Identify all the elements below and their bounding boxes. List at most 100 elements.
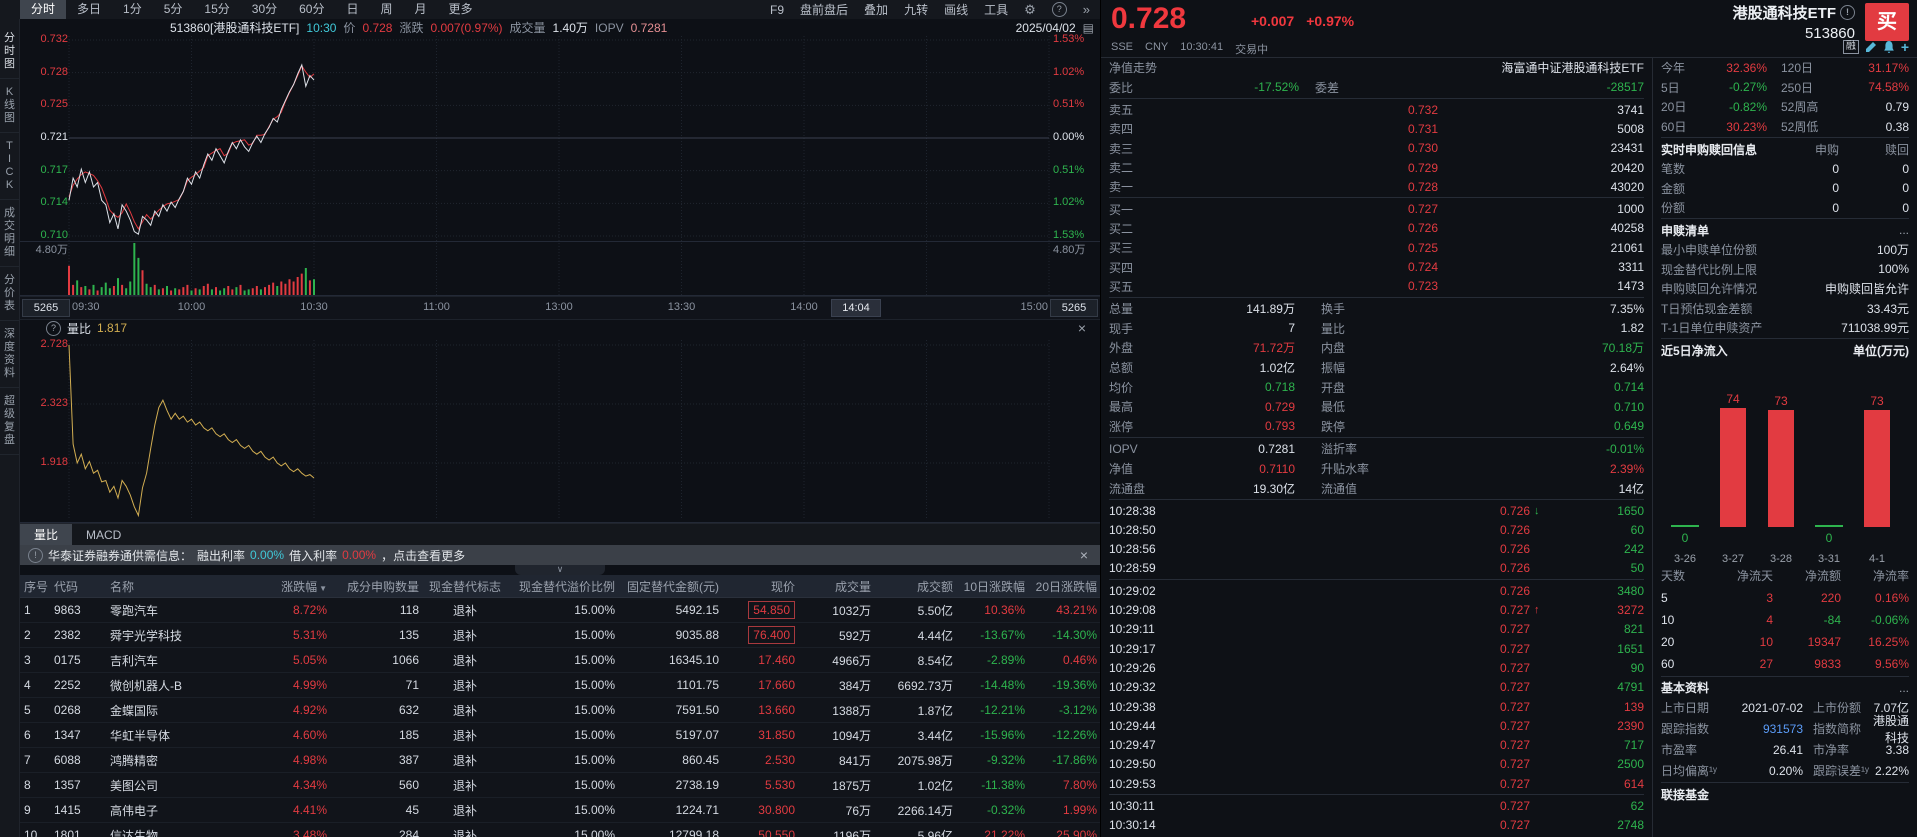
table-row[interactable]: 5 0268 金蝶国际 4.92% 632 退补 15.00% 7591.50 13.660 13… — [20, 698, 1100, 723]
column-header[interactable]: 序号 — [24, 579, 49, 594]
ask-row[interactable]: 卖三 0.730 23431 — [1109, 139, 1644, 158]
table-cell: 30.800 — [758, 803, 795, 817]
chart-time: 10:30 — [306, 20, 337, 35]
table-cell: 10.36% — [984, 603, 1025, 617]
buy-button[interactable]: 买 — [1865, 3, 1909, 41]
ask-row[interactable]: 卖五 0.732 3741 — [1109, 100, 1644, 119]
bid-row[interactable]: 买三 0.725 21061 — [1109, 238, 1644, 257]
notice-more-link[interactable]: ，点击查看更多 — [381, 548, 466, 563]
table-cell: 退补 — [452, 603, 477, 618]
sidebar-item-7[interactable]: 超级复盘 — [0, 388, 19, 455]
period-tab[interactable]: 60分 — [299, 2, 325, 16]
flows-row: 5 3 220 0.16% — [1661, 587, 1909, 609]
stat-value: 141.89万 — [1246, 302, 1295, 317]
indicator-tab[interactable]: MACD — [86, 528, 122, 542]
column-header[interactable]: 20日涨跌幅 — [1035, 579, 1097, 594]
sidebar-item-1[interactable]: 分时图 — [0, 25, 19, 79]
period-tab[interactable]: 周 — [380, 2, 393, 16]
table-row[interactable]: 10 1801 信达生物 3.48% 284 退补 15.00% 12799.18 50.550… — [20, 823, 1100, 837]
table-cell: 4.41% — [292, 803, 327, 817]
bid-row[interactable]: 买五 0.723 1473 — [1109, 277, 1644, 296]
table-row[interactable]: 7 6088 鸿腾精密 4.98% 387 退补 15.00% 860.45 2.530 841万… — [20, 748, 1100, 773]
sidebar-item-5[interactable]: 分价表 — [0, 267, 19, 321]
indicator-chart[interactable] — [20, 318, 1100, 523]
table-cell: 1388万 — [832, 703, 871, 718]
table-row[interactable]: 3 0175 吉利汽车 5.05% 1066 退补 15.00% 16345.10 17.460… — [20, 648, 1100, 673]
toolbar-item[interactable]: F9 — [770, 2, 785, 17]
sidebar-item-6[interactable]: 深度资料 — [0, 321, 19, 388]
column-header[interactable]: 涨跌幅 ▼ — [281, 579, 327, 594]
ask-row[interactable]: 卖四 0.731 5008 — [1109, 119, 1644, 138]
ask-row[interactable]: 卖一 0.728 43020 — [1109, 177, 1644, 196]
help-icon[interactable]: ? — [1051, 2, 1067, 17]
period-tab[interactable]: 30分 — [251, 2, 278, 16]
toolbar-item[interactable]: 九转 — [904, 3, 929, 17]
table-cell: 592万 — [838, 628, 871, 643]
close-icon[interactable]: × — [1079, 547, 1088, 563]
settings-gear-icon[interactable]: ⚙ — [1024, 1, 1036, 17]
close-icon[interactable]: × — [1077, 320, 1086, 336]
period-tab[interactable]: 多日 — [77, 2, 102, 16]
column-header[interactable]: 10日涨跌幅 — [963, 579, 1025, 594]
sidebar-item-4[interactable]: 成交明细 — [0, 200, 19, 267]
table-row[interactable]: 9 1415 高伟电子 4.41% 45 退补 15.00% 1224.71 30.800 76万… — [20, 798, 1100, 823]
edit-icon[interactable] — [1865, 41, 1877, 53]
period-tab[interactable]: 更多 — [448, 2, 473, 16]
table-row[interactable]: 2 2382 舜宇光学科技 5.31% 135 退补 15.00% 9035.88 76.400… — [20, 623, 1100, 648]
table-row[interactable]: 4 2252 微创机器人-B 4.99% 71 退补 15.00% 1101.75 17.660… — [20, 673, 1100, 698]
flows-net-amount: -84 — [1823, 612, 1841, 627]
toolbar-item[interactable]: 画线 — [944, 3, 969, 17]
more-icon[interactable]: ... — [1898, 223, 1909, 238]
column-header[interactable]: 成交量 — [834, 579, 871, 594]
bid-row[interactable]: 买二 0.726 40258 — [1109, 219, 1644, 238]
period-tab[interactable]: 日 — [346, 2, 359, 16]
tick-price: 0.726 — [1499, 503, 1530, 518]
table-cell: -3.12% — [1058, 703, 1097, 717]
more-icon[interactable]: ... — [1898, 680, 1909, 695]
period-tab[interactable]: 15分 — [204, 2, 230, 16]
toolbar-item[interactable]: 盘前盘后 — [800, 3, 849, 17]
table-row[interactable]: 1 9863 零跑汽车 8.72% 118 退补 15.00% 5492.15 54.850 10… — [20, 598, 1100, 623]
bid-row[interactable]: 买一 0.727 1000 — [1109, 199, 1644, 218]
security-code: 513860 — [1804, 25, 1855, 42]
help-icon[interactable]: ? — [46, 320, 61, 336]
tick-price: 0.727 — [1499, 660, 1530, 675]
column-header[interactable]: 现金替代溢价比例 — [518, 579, 615, 594]
report-icon[interactable]: ▤ — [1082, 20, 1094, 35]
alert-bell-icon[interactable] — [1883, 41, 1895, 53]
time-cursor-label: 14:04 — [831, 299, 881, 317]
column-header[interactable]: 成分申购数量 — [346, 579, 419, 594]
column-header[interactable]: 代码 — [54, 579, 79, 594]
ask-row[interactable]: 卖二 0.729 20420 — [1109, 158, 1644, 177]
period-tab[interactable]: 1分 — [123, 2, 142, 16]
column-header[interactable]: 名称 — [110, 579, 135, 594]
column-header[interactable]: 固定替代金额(元) — [627, 579, 719, 594]
basic-value[interactable]: 931573 — [1762, 721, 1803, 736]
expand-icon[interactable]: » — [1082, 2, 1090, 17]
table-cell: 185 — [398, 728, 419, 742]
period-tab[interactable]: 月 — [414, 2, 427, 16]
indicator-tab[interactable]: 量比 — [20, 524, 73, 546]
period-tab[interactable]: 5分 — [163, 2, 183, 16]
toolbar-item[interactable]: 工具 — [984, 3, 1009, 17]
intraday-chart[interactable] — [20, 36, 1100, 296]
period-tab[interactable]: 分时 — [20, 0, 67, 19]
collapse-handle[interactable]: ∨ — [515, 565, 605, 575]
info-icon[interactable]: ! — [1840, 5, 1855, 20]
basic-label: 市盈率 — [1661, 743, 1698, 758]
table-row[interactable]: 8 1357 美图公司 4.34% 560 退补 15.00% 2738.19 5.530 187… — [20, 773, 1100, 798]
table-row[interactable]: 6 1347 华虹半导体 4.60% 185 退补 15.00% 5197.07 31.850 1… — [20, 723, 1100, 748]
column-header[interactable]: 现金替代标志 — [428, 579, 501, 594]
change-label: 涨跌 — [399, 21, 424, 35]
nav-fund-name[interactable]: 海富通中证港股通科技ETF — [1501, 61, 1644, 76]
toolbar-item[interactable]: 叠加 — [864, 3, 889, 17]
column-header[interactable]: 成交额 — [916, 579, 953, 594]
book-level-label: 买一 — [1109, 202, 1134, 217]
indicator-header: ? 量比 1.817 × — [20, 318, 1100, 338]
table-cell: 5.530 — [764, 778, 795, 792]
add-icon[interactable]: + — [1900, 39, 1909, 55]
bid-row[interactable]: 买四 0.724 3311 — [1109, 257, 1644, 276]
column-header[interactable]: 现价 — [770, 579, 795, 594]
